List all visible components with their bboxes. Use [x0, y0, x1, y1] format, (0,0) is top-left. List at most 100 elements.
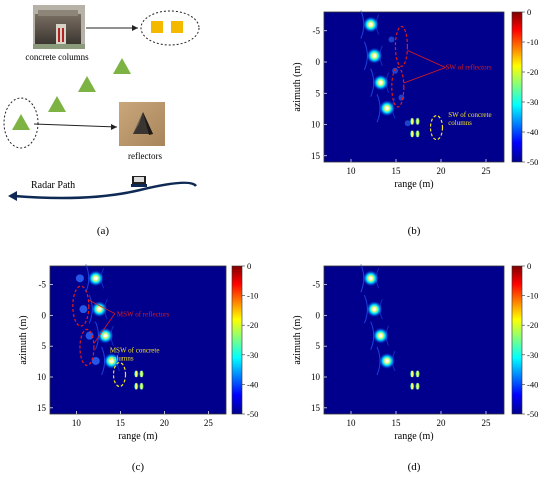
panel-a: concrete columns reflectors Radar Path ( [3, 5, 200, 237]
arrow-columns-head [132, 25, 138, 31]
msw-columns-text-2: columns [110, 354, 134, 362]
colorbar [511, 265, 523, 415]
y-axis-label: azimuth (m) [292, 315, 303, 364]
colorbar-tick-label: -50 [247, 409, 258, 419]
panel-label-d: (d) [408, 461, 421, 473]
column-square-2 [171, 21, 183, 33]
x-tick-label: 10 [72, 418, 82, 428]
radar-path-line [13, 181, 197, 200]
y-tick-label: -5 [313, 26, 321, 36]
heatmap-background [50, 266, 226, 414]
reflector-ellipse [3, 97, 39, 149]
multipath-ghost [79, 305, 88, 314]
reflector-core [372, 54, 376, 58]
column-core [416, 383, 419, 390]
y-tick-label: -5 [39, 280, 47, 290]
colorbar-tick-label: -20 [527, 320, 538, 330]
reflector-core [97, 307, 101, 311]
reflector-photo [119, 102, 165, 146]
reflector-triangle-2 [78, 76, 96, 92]
multipath-ghost [75, 274, 84, 283]
sw-leader-line [403, 67, 446, 84]
heatmap-background [324, 12, 504, 162]
colorbar-tick-label: -20 [247, 320, 258, 330]
radar-antenna-icon [131, 176, 147, 187]
x-tick-label: 10 [347, 166, 357, 176]
y-tick-label: 10 [311, 120, 321, 130]
column-core [135, 370, 138, 377]
y-axis-label: azimuth (m) [18, 315, 29, 364]
reflector-core [372, 307, 376, 311]
sidewall-ghost [388, 36, 395, 43]
x-axis-label: range (m) [118, 431, 157, 442]
x-tick-label: 20 [160, 418, 170, 428]
sw-columns-text-2: columns [448, 119, 472, 127]
arrow-reflector-head [111, 124, 117, 130]
x-tick-label: 15 [116, 418, 126, 428]
y-tick-label: 0 [316, 310, 321, 320]
y-tick-label: 10 [311, 372, 321, 382]
x-tick-label: 10 [347, 418, 357, 428]
colorbar-tick-label: -10 [247, 291, 258, 301]
column-core [411, 130, 414, 137]
reflector-core [110, 359, 114, 363]
plot-frame [323, 265, 505, 415]
reflector-core [369, 22, 373, 27]
reflector-core [385, 106, 389, 110]
concrete-columns-photo [33, 5, 85, 49]
reflectors-label: reflectors [128, 151, 162, 161]
y-axis-label: azimuth (m) [292, 62, 303, 111]
reflector-core [94, 276, 98, 280]
sidewall-ghost [392, 67, 399, 74]
sw-reflector-ellipse [394, 25, 408, 67]
column-square-1 [151, 21, 163, 33]
colorbar-tick-label: -10 [527, 291, 538, 301]
column-core [140, 370, 143, 377]
x-tick-label: 15 [392, 418, 402, 428]
multipath-ghost [85, 331, 94, 340]
plot-frame [49, 265, 227, 415]
colorbar-tick-label: -50 [527, 157, 538, 167]
column-core [416, 130, 419, 137]
panel-label-c: (c) [132, 461, 145, 473]
x-tick-label: 20 [437, 166, 447, 176]
colorbar-tick-label: -30 [527, 97, 538, 107]
heatmap-background [324, 266, 504, 414]
sw-columns-ellipse [429, 115, 444, 141]
x-tick-label: 15 [392, 166, 402, 176]
msw-columns-text: MSW of concrete [110, 346, 160, 354]
reflector-core [379, 81, 383, 85]
panel-label-a: (a) [97, 225, 110, 237]
y-tick-label: 0 [316, 57, 321, 67]
x-tick-label: 20 [437, 418, 447, 428]
msw-reflectors-text: MSW of reflectors [117, 311, 170, 319]
msw-leader-line [88, 299, 116, 314]
y-tick-label: 5 [316, 88, 321, 98]
y-tick-label: -5 [313, 280, 321, 290]
y-tick-label: 5 [316, 341, 321, 351]
reflector-core [369, 276, 373, 280]
reflector-core [103, 334, 108, 338]
reflector-triangle-1 [113, 58, 131, 74]
multipath-ghost [91, 356, 100, 365]
panel-label-b: (b) [408, 225, 421, 237]
y-tick-label: 0 [42, 310, 47, 320]
colorbar-tick-label: -40 [527, 379, 538, 389]
sw-reflector-ellipse [391, 66, 405, 108]
y-tick-label: 10 [37, 372, 47, 382]
x-tick-label: 25 [204, 418, 214, 428]
reflector-triangle-4 [12, 114, 30, 130]
colorbar-tick-label: 0 [527, 261, 531, 271]
sidewall-ghost [404, 120, 411, 127]
sidewall-ghost [398, 94, 405, 101]
sw-columns-text: SW of concrete [448, 111, 491, 119]
colorbar [511, 11, 523, 163]
colorbar-tick-label: -50 [527, 409, 538, 419]
column-core [416, 370, 419, 377]
colorbar-tick-label: -30 [247, 350, 258, 360]
y-tick-label: 5 [42, 341, 47, 351]
column-core [411, 383, 414, 390]
